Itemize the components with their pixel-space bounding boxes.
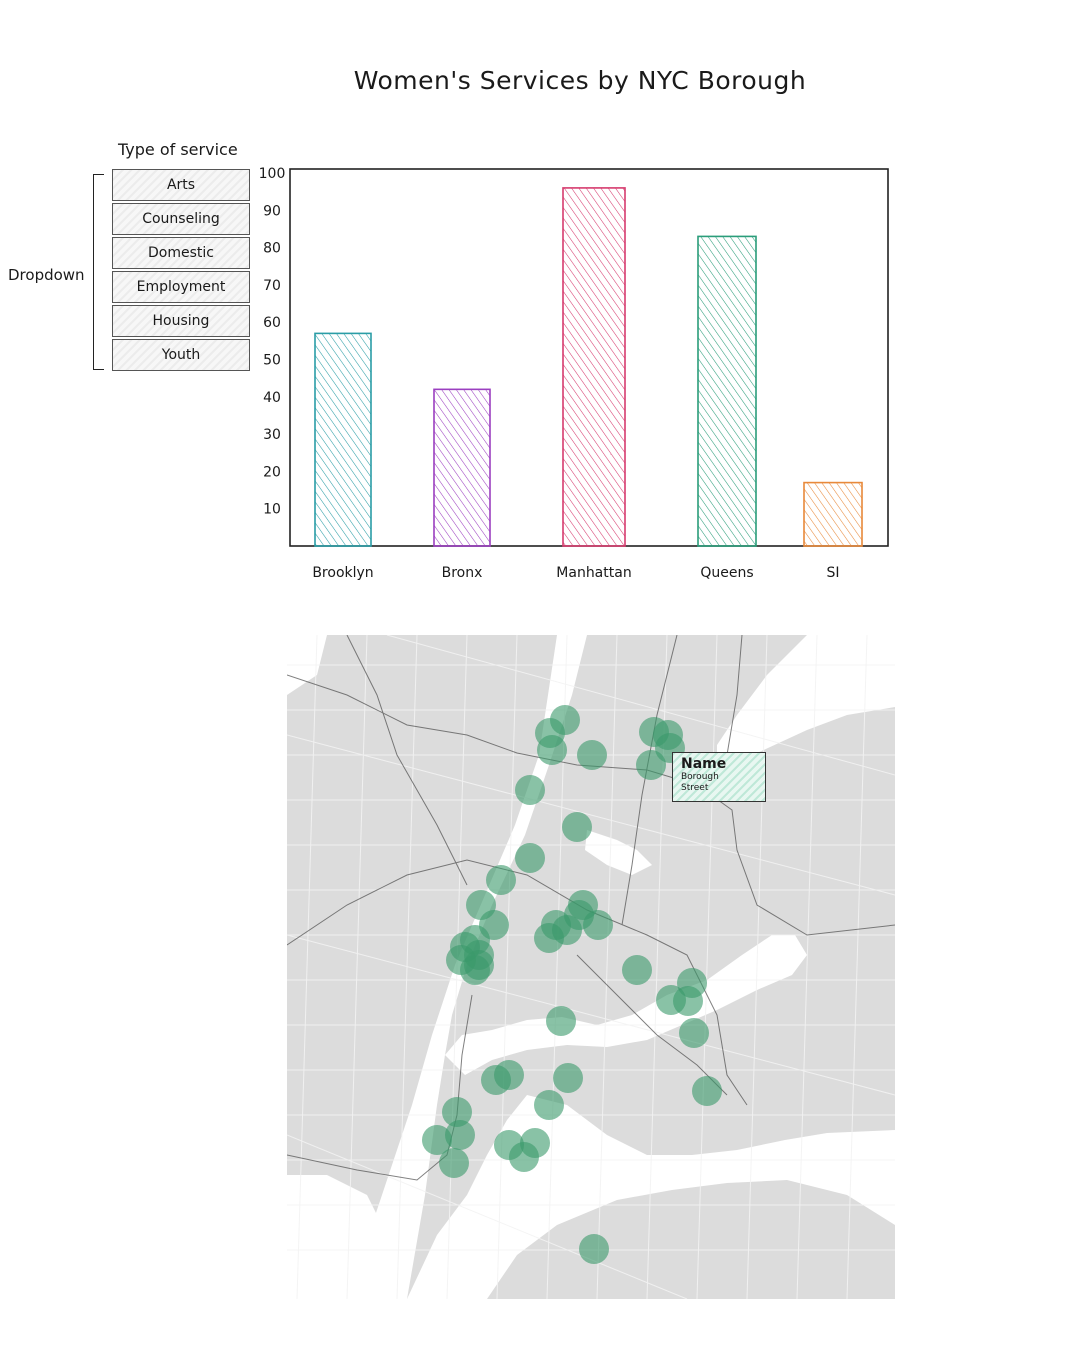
service-option-youth[interactable]: Youth xyxy=(112,339,250,371)
dropdown-bracket xyxy=(93,174,104,370)
y-tick-label: 40 xyxy=(263,390,281,406)
location-marker[interactable] xyxy=(464,950,494,980)
location-marker[interactable] xyxy=(422,1125,452,1155)
bar-bronx[interactable] xyxy=(433,388,491,547)
bar-si[interactable] xyxy=(803,481,863,547)
tooltip-borough: Borough xyxy=(681,772,719,782)
location-marker[interactable] xyxy=(481,1065,511,1095)
location-marker[interactable] xyxy=(442,1097,472,1127)
service-option-counseling[interactable]: Counseling xyxy=(112,203,250,235)
y-tick-label: 100 xyxy=(259,166,286,182)
location-marker[interactable] xyxy=(486,865,516,895)
location-marker[interactable] xyxy=(636,750,666,780)
bar-brooklyn[interactable] xyxy=(314,332,372,547)
service-option-arts[interactable]: Arts xyxy=(112,169,250,201)
location-tooltip: Name Borough Street xyxy=(672,752,766,802)
location-marker[interactable] xyxy=(577,740,607,770)
tooltip-name: Name xyxy=(681,756,727,772)
service-option-employment[interactable]: Employment xyxy=(112,271,250,303)
location-marker[interactable] xyxy=(579,1234,609,1264)
y-tick-label: 80 xyxy=(263,241,281,257)
dropdown-annotation: Dropdown xyxy=(8,266,85,284)
location-marker[interactable] xyxy=(692,1076,722,1106)
x-tick-label: Bronx xyxy=(442,565,483,581)
y-tick-label: 30 xyxy=(263,427,281,443)
x-tick-label: Brooklyn xyxy=(312,565,373,581)
location-marker[interactable] xyxy=(515,775,545,805)
location-marker[interactable] xyxy=(622,955,652,985)
location-marker[interactable] xyxy=(537,735,567,765)
bar-manhattan[interactable] xyxy=(562,187,626,547)
service-filter-heading: Type of service xyxy=(118,140,238,159)
x-tick-label: SI xyxy=(826,565,839,581)
y-tick-label: 90 xyxy=(263,203,281,219)
location-marker[interactable] xyxy=(562,812,592,842)
bar-chart: 10 20 30 40 50 60 70 80 90 100 Brooklyn Bronx Manha… xyxy=(259,166,889,581)
y-tick-label: 60 xyxy=(263,315,281,331)
x-tick-label: Queens xyxy=(700,565,753,581)
map-basemap xyxy=(287,635,895,1299)
location-marker[interactable] xyxy=(564,900,594,930)
chart-title: Women's Services by NYC Borough xyxy=(353,66,807,95)
location-marker[interactable] xyxy=(515,843,545,873)
bar-queens[interactable] xyxy=(697,235,757,547)
location-marker[interactable] xyxy=(534,1090,564,1120)
y-tick-label: 70 xyxy=(263,278,281,294)
tooltip-street: Street xyxy=(681,783,709,793)
location-marker[interactable] xyxy=(520,1128,550,1158)
location-marker[interactable] xyxy=(439,1148,469,1178)
location-marker[interactable] xyxy=(656,985,686,1015)
service-option-domestic[interactable]: Domestic xyxy=(112,237,250,269)
location-marker[interactable] xyxy=(679,1018,709,1048)
x-tick-label: Manhattan xyxy=(556,565,631,581)
y-tick-label: 50 xyxy=(263,353,281,369)
y-tick-label: 20 xyxy=(263,464,281,480)
location-marker[interactable] xyxy=(553,1063,583,1093)
y-tick-label: 10 xyxy=(263,502,281,518)
service-filter-list: Arts Counseling Domestic Employment Hous… xyxy=(112,169,250,373)
location-marker[interactable] xyxy=(546,1006,576,1036)
service-map[interactable]: Name Borough Street xyxy=(287,635,895,1299)
service-option-housing[interactable]: Housing xyxy=(112,305,250,337)
location-marker[interactable] xyxy=(445,1120,475,1150)
